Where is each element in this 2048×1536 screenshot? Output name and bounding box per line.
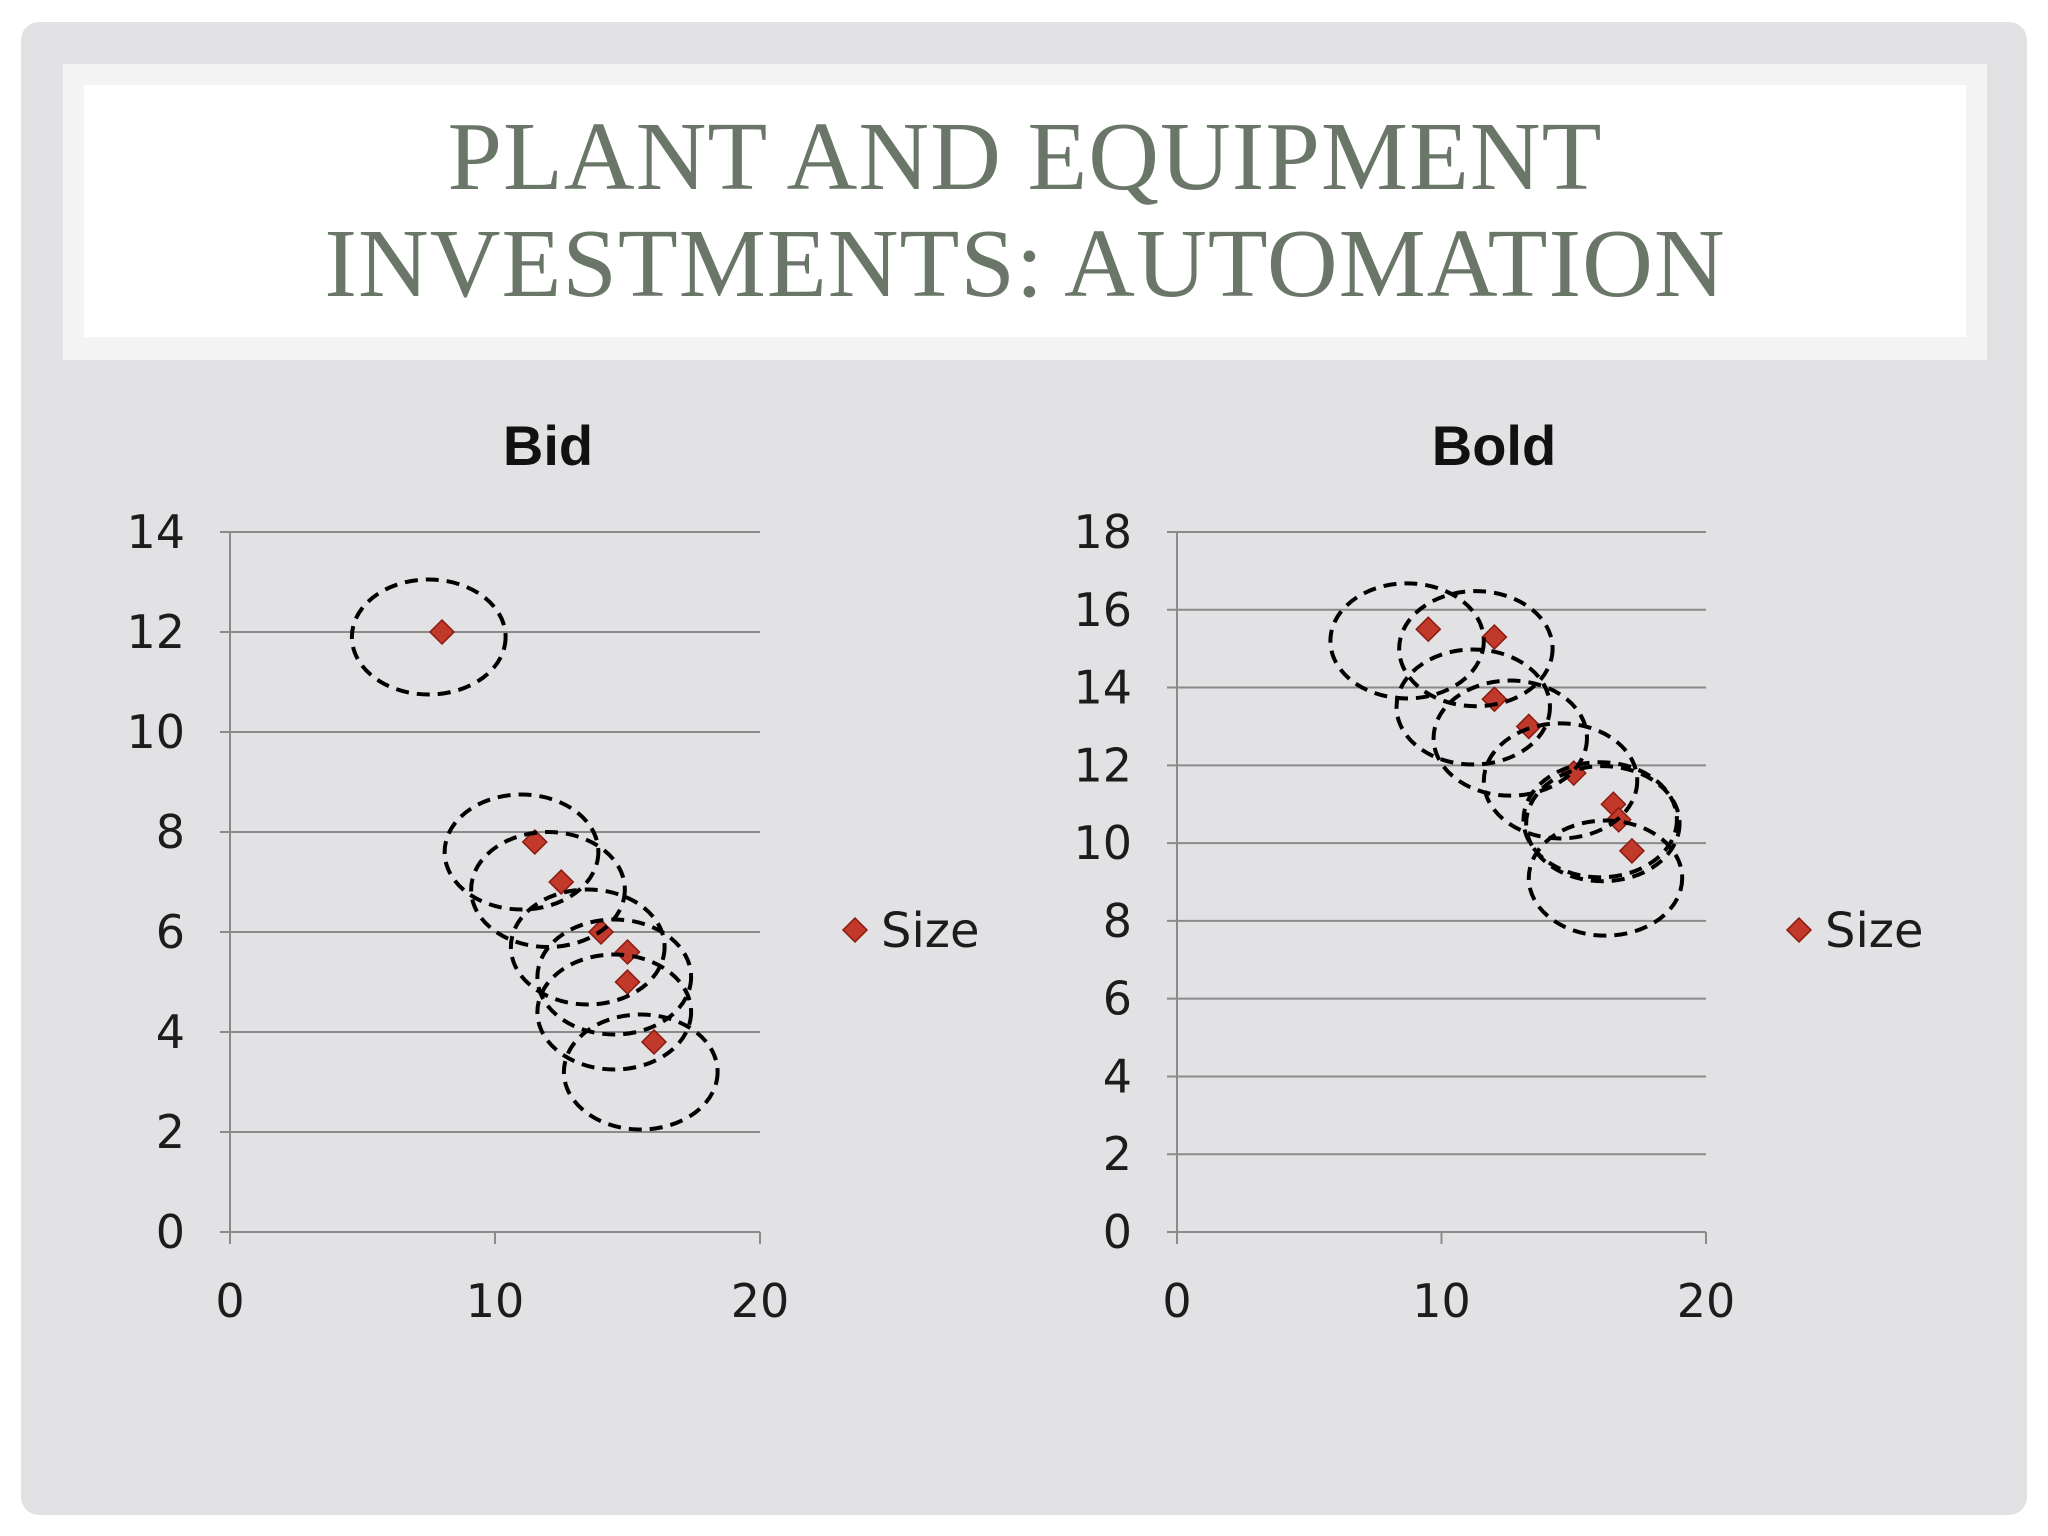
data-point-marker [640,1028,668,1056]
dashed-ellipse-annotation [442,792,601,912]
slide-title-line-2: Investments: Automation [324,210,1726,318]
legend-marker [1785,916,1813,944]
x-tick-label: 0 [215,1274,244,1328]
y-tick-label: 14 [126,505,185,559]
y-tick-label: 14 [1073,661,1132,715]
data-point-marker [1618,837,1646,864]
slide-background: Plant and Equipment Investments: Automat… [21,22,2027,1515]
dashed-ellipse-annotation [508,887,667,1007]
dashed-ellipse-annotation [1521,760,1679,880]
slide-title: Plant and Equipment Investments: Automat… [324,104,1725,318]
y-tick-label: 10 [1073,816,1132,870]
x-tick-label: 10 [1412,1274,1471,1328]
chart-title: Bold [1432,414,1556,477]
y-tick-label: 6 [156,905,185,959]
y-tick-label: 0 [156,1205,185,1259]
dashed-ellipse-annotation [469,830,627,949]
dashed-ellipse-annotation [1481,721,1640,841]
bold-scatter-chart: Bold 0 2 4 6 8 10 12 14 16 18 0 10 20 Size [1073,414,1924,1328]
data-point-marker [1481,623,1508,651]
dashed-ellipse-annotation [535,952,694,1072]
y-tick-label: 12 [1073,738,1132,792]
y-tick-label: 12 [126,605,185,659]
y-tick-label: 6 [1103,972,1132,1026]
y-tick-label: 18 [1073,505,1132,559]
y-tick-label: 16 [1073,583,1132,637]
legend-label: Size [1825,903,1924,959]
legend-label: Size [881,903,980,959]
data-point-marker [548,868,575,896]
data-point-marker [1415,616,1442,643]
y-tick-label: 8 [1103,894,1132,948]
x-tick-label: 20 [1677,1274,1736,1328]
dashed-ellipse-annotation [1397,589,1555,709]
y-tick-label: 4 [156,1005,185,1059]
dashed-ellipse-annotation [535,917,694,1037]
slide-title-line-1: Plant and Equipment [447,103,1603,211]
y-tick-label: 4 [1103,1049,1132,1103]
dashed-ellipse-annotation [1524,764,1682,884]
x-tick-label: 0 [1162,1274,1191,1328]
legend-marker [841,916,869,944]
y-tick-label: 2 [1103,1127,1132,1181]
title-box: Plant and Equipment Investments: Automat… [84,85,1966,337]
y-tick-label: 0 [1103,1205,1132,1259]
bid-scatter-chart: Bid 0 2 4 6 8 10 12 14 0 10 20 Size [126,414,980,1328]
dashed-ellipse-annotation [561,1012,720,1132]
data-point-marker [614,938,641,966]
y-tick-label: 10 [126,705,185,759]
x-tick-label: 10 [466,1274,525,1328]
dashed-ellipse-annotation [1526,818,1685,938]
x-tick-label: 20 [731,1274,790,1328]
dashed-ellipse-annotation [1394,647,1552,767]
data-point-marker [428,618,456,646]
dashed-ellipse-annotation [349,577,508,697]
y-tick-label: 8 [156,805,185,859]
dashed-ellipse-annotation [1328,581,1486,701]
y-tick-label: 2 [156,1105,185,1159]
dashed-ellipse-annotation [1431,678,1589,798]
chart-title: Bid [503,414,593,477]
data-point-marker [521,828,548,856]
data-point-marker [614,968,641,996]
